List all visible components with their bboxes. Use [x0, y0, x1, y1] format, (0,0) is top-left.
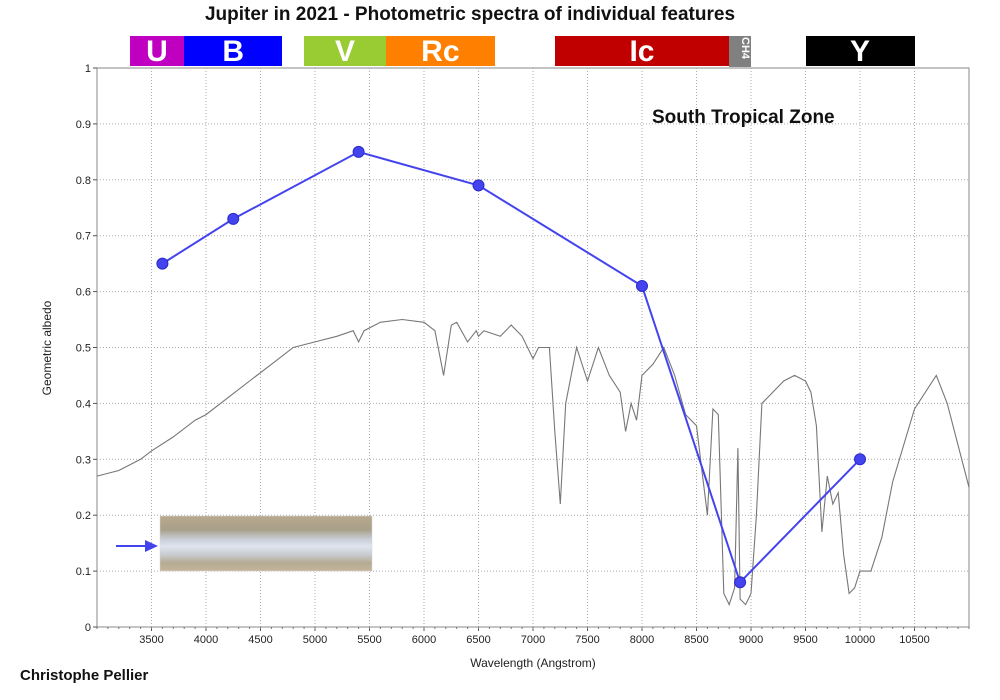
y-tick-label: 0.4 — [76, 398, 91, 410]
zone-inset-image — [160, 516, 372, 571]
y-tick-label: 0.5 — [76, 343, 91, 355]
y-tick-label: 0.2 — [76, 510, 91, 522]
x-tick-label: 8500 — [684, 634, 708, 646]
x-tick-label: 9500 — [793, 634, 817, 646]
y-tick-label: 1 — [85, 63, 91, 75]
band-y: Y — [805, 36, 915, 67]
y-tick-label: 0.7 — [76, 231, 91, 243]
y-tick-label: 0.3 — [76, 454, 91, 466]
reference-spectrum-line — [96, 318, 970, 607]
author-credit: Christophe Pellier — [20, 667, 149, 684]
y-tick-label: 0 — [85, 622, 91, 634]
x-tick-label: 3500 — [139, 634, 163, 646]
zone-inset-border — [159, 515, 373, 572]
photometric-point — [227, 212, 240, 225]
band-rc: Rc — [385, 36, 495, 67]
x-tick-label: 9000 — [739, 634, 763, 646]
feature-annotation: South Tropical Zone — [652, 107, 835, 128]
photometric-point — [472, 179, 485, 192]
x-tick-label: 10000 — [845, 634, 876, 646]
y-axis-label: Geometric albedo — [40, 300, 54, 396]
photometric-point — [636, 280, 648, 293]
x-tick-label: 7500 — [575, 634, 599, 646]
x-tick-label: 5500 — [357, 634, 381, 646]
x-tick-label: 6500 — [466, 634, 490, 646]
y-tick-label: 0.9 — [76, 119, 91, 131]
photometric-point — [854, 453, 866, 466]
x-tick-label: 7000 — [521, 634, 545, 646]
x-tick-label: 4500 — [248, 634, 272, 646]
band-v: V — [304, 36, 386, 67]
y-tick-label: 0.1 — [76, 566, 91, 578]
band-ch4: CH4 — [729, 36, 751, 67]
pointer-arrow-head — [145, 540, 158, 552]
x-tick-label: 6000 — [412, 634, 436, 646]
band-ic: Ic — [554, 36, 730, 67]
chart-title: Jupiter in 2021 - Photometric spectra of… — [204, 4, 736, 25]
y-tick-label: 0.8 — [76, 175, 91, 187]
band-b: B — [184, 36, 283, 67]
photometric-point — [352, 145, 365, 158]
photometric-point — [734, 576, 747, 589]
x-tick-label: 4000 — [194, 634, 218, 646]
x-tick-label: 5000 — [303, 634, 327, 646]
band-u: U — [129, 36, 185, 67]
x-axis-label: Wavelength (Angstrom) — [470, 656, 596, 670]
x-tick-label: 10500 — [899, 634, 930, 646]
x-tick-label: 8000 — [630, 634, 654, 646]
y-tick-label: 0.6 — [76, 287, 91, 299]
photometric-point — [156, 257, 169, 270]
